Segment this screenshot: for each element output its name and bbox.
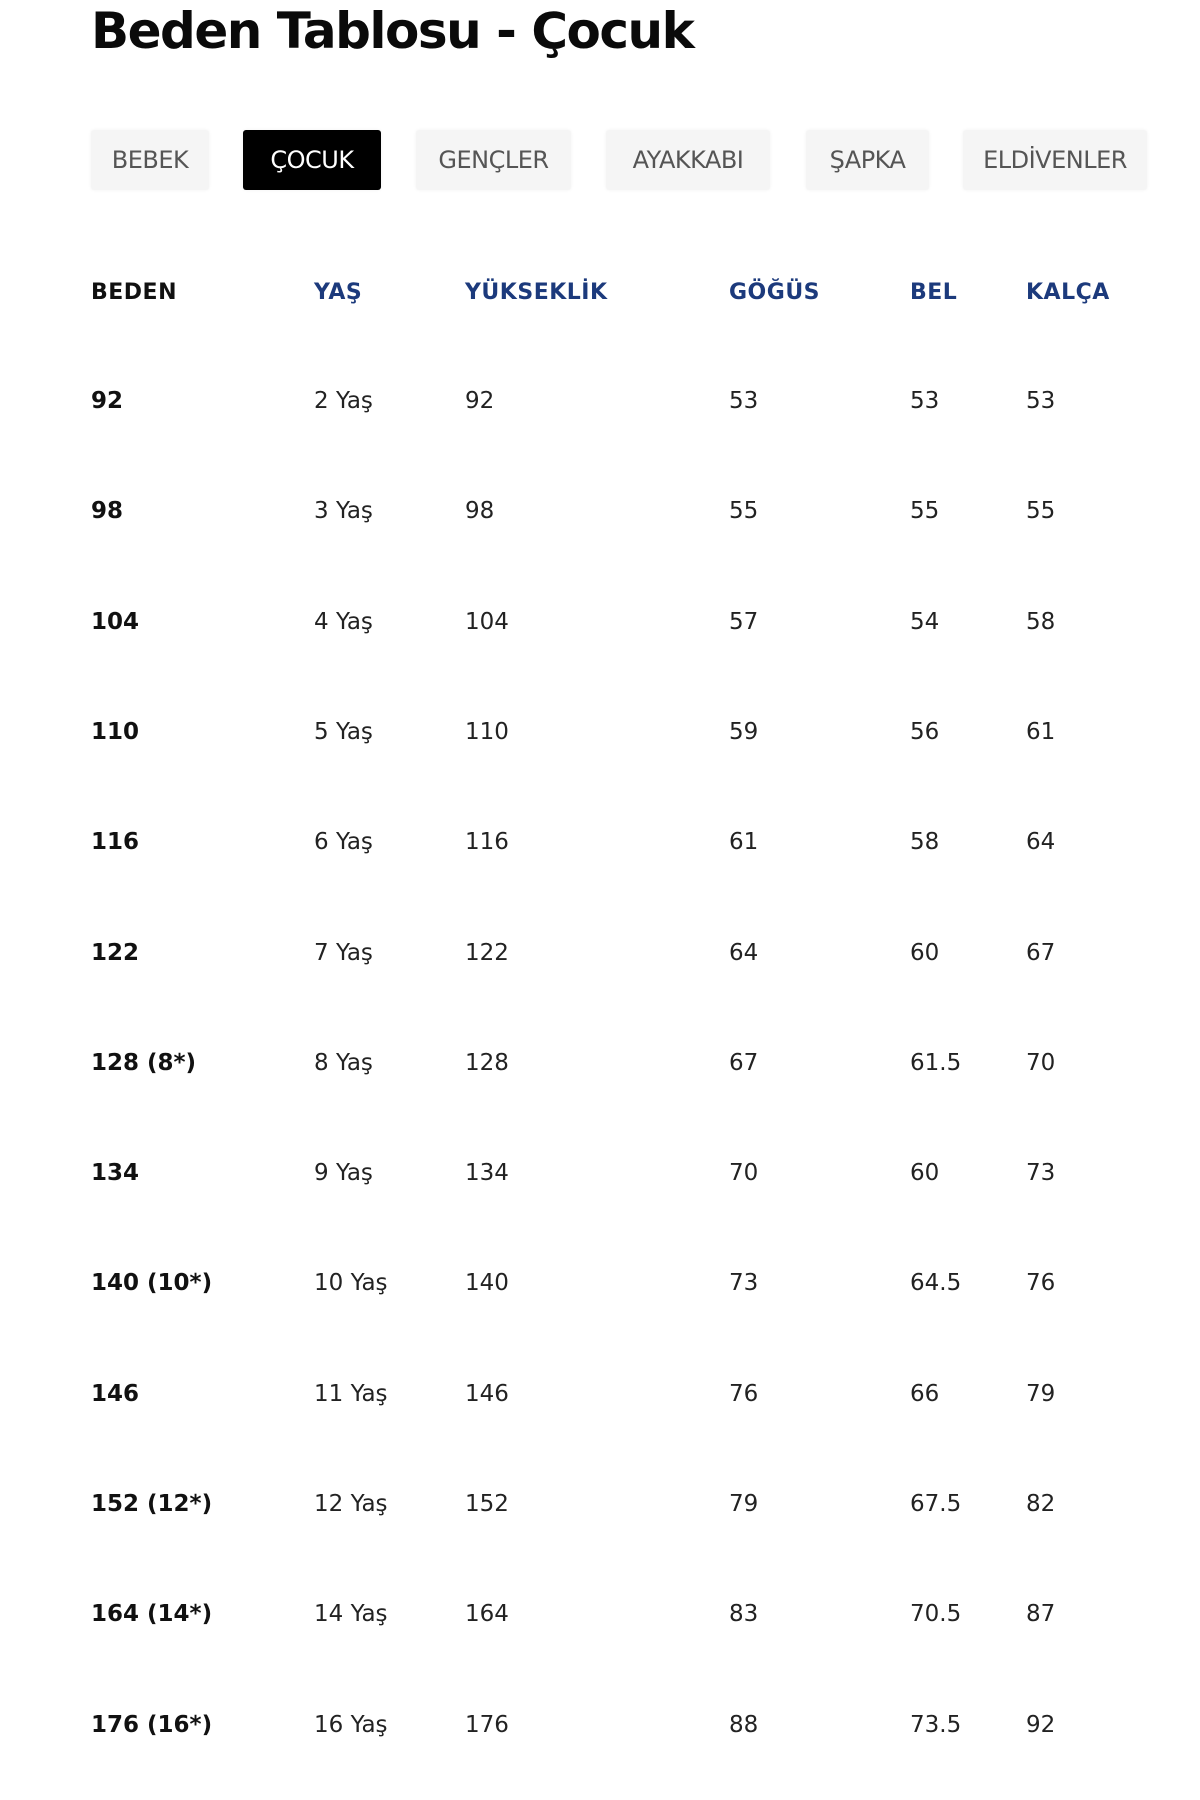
- table-cell: 76: [729, 1380, 759, 1407]
- table-cell: 61.5: [910, 1049, 962, 1076]
- table-cell: 176 (16*): [91, 1711, 213, 1738]
- table-cell: 67.5: [910, 1491, 962, 1517]
- table-cell: 60: [910, 939, 940, 966]
- table-cell: 70.5: [910, 1601, 962, 1628]
- table-cell: 79: [729, 1491, 759, 1517]
- table-cell: 73: [729, 1270, 759, 1297]
- table-cell: 134: [91, 1160, 140, 1187]
- table-cell: 64.5: [910, 1270, 962, 1297]
- table-cell: 56: [910, 718, 940, 745]
- tab-şapka[interactable]: ŞAPKA: [806, 130, 929, 190]
- table-cell: 70: [1026, 1049, 1056, 1076]
- tab-eldi̇venler[interactable]: ELDİVENLER: [963, 130, 1147, 190]
- table-cell: 11 Yaş: [314, 1380, 388, 1407]
- table-cell: 7 Yaş: [314, 939, 373, 966]
- column-header: GÖĞÜS: [729, 280, 821, 305]
- column-header: YÜKSEKLİK: [465, 280, 608, 305]
- column-header: BEL: [910, 280, 958, 305]
- table-cell: 116: [91, 829, 140, 856]
- table-cell: 122: [91, 939, 140, 966]
- table-cell: 79: [1026, 1380, 1056, 1407]
- table-cell: 66: [910, 1380, 940, 1407]
- table-cell: 176: [465, 1711, 509, 1738]
- table-cell: 16 Yaş: [314, 1711, 388, 1738]
- table-cell: 61: [1026, 718, 1056, 745]
- tab-gençler[interactable]: GENÇLER: [416, 130, 571, 190]
- table-cell: 87: [1026, 1601, 1056, 1628]
- table-cell: 146: [91, 1380, 140, 1407]
- table-cell: 128: [465, 1049, 509, 1076]
- table-cell: 98: [465, 498, 495, 525]
- table-cell: 14 Yaş: [314, 1601, 388, 1628]
- table-cell: 164 (14*): [91, 1601, 213, 1628]
- tab-ayakkabi[interactable]: AYAKKABI: [606, 130, 770, 190]
- table-cell: 67: [1026, 939, 1056, 966]
- table-cell: 60: [910, 1160, 940, 1187]
- table-cell: 3 Yaş: [314, 498, 373, 525]
- table-cell: 53: [729, 388, 759, 414]
- table-cell: 134: [465, 1160, 509, 1187]
- table-cell: 55: [729, 498, 759, 525]
- table-cell: 116: [465, 829, 509, 856]
- table-cell: 67: [729, 1049, 759, 1076]
- table-cell: 98: [91, 498, 124, 525]
- table-cell: 83: [729, 1601, 759, 1628]
- table-cell: 61: [729, 829, 759, 856]
- table-cell: 54: [910, 608, 940, 635]
- table-cell: 146: [465, 1380, 509, 1407]
- table-cell: 6 Yaş: [314, 829, 373, 856]
- table-cell: 152: [465, 1491, 509, 1517]
- table-cell: 92: [91, 388, 124, 414]
- table-cell: 10 Yaş: [314, 1270, 388, 1297]
- table-cell: 104: [91, 608, 140, 635]
- table-cell: 104: [465, 608, 509, 635]
- table-cell: 88: [729, 1711, 759, 1738]
- table-cell: 12 Yaş: [314, 1491, 388, 1517]
- table-cell: 55: [1026, 498, 1056, 525]
- tab-çocuk[interactable]: ÇOCUK: [243, 130, 381, 190]
- table-cell: 58: [910, 829, 940, 856]
- table-cell: 64: [1026, 829, 1056, 856]
- table-cell: 53: [1026, 388, 1056, 414]
- table-cell: 128 (8*): [91, 1049, 197, 1076]
- page-title: Beden Tablosu - Çocuk: [91, 2, 695, 60]
- table-cell: 76: [1026, 1270, 1056, 1297]
- column-header: BEDEN: [91, 280, 177, 305]
- table-cell: 8 Yaş: [314, 1049, 373, 1076]
- table-cell: 110: [465, 718, 509, 745]
- table-cell: 4 Yaş: [314, 608, 373, 635]
- table-cell: 110: [91, 718, 140, 745]
- table-cell: 152 (12*): [91, 1491, 213, 1517]
- table-cell: 140 (10*): [91, 1270, 213, 1297]
- table-cell: 5 Yaş: [314, 718, 373, 745]
- table-cell: 140: [465, 1270, 509, 1297]
- table-cell: 2 Yaş: [314, 388, 373, 414]
- table-cell: 164: [465, 1601, 509, 1628]
- table-cell: 70: [729, 1160, 759, 1187]
- table-cell: 53: [910, 388, 940, 414]
- table-cell: 64: [729, 939, 759, 966]
- table-cell: 92: [1026, 1711, 1056, 1738]
- table-cell: 9 Yaş: [314, 1160, 373, 1187]
- table-cell: 73.5: [910, 1711, 962, 1738]
- table-cell: 82: [1026, 1491, 1056, 1517]
- table-cell: 55: [910, 498, 940, 525]
- table-cell: 59: [729, 718, 759, 745]
- column-header: KALÇA: [1026, 280, 1110, 305]
- table-cell: 73: [1026, 1160, 1056, 1187]
- tab-bebek[interactable]: BEBEK: [91, 130, 209, 190]
- column-header: YAŞ: [314, 280, 363, 305]
- table-cell: 58: [1026, 608, 1056, 635]
- table-cell: 57: [729, 608, 759, 635]
- table-cell: 92: [465, 388, 495, 414]
- table-cell: 122: [465, 939, 509, 966]
